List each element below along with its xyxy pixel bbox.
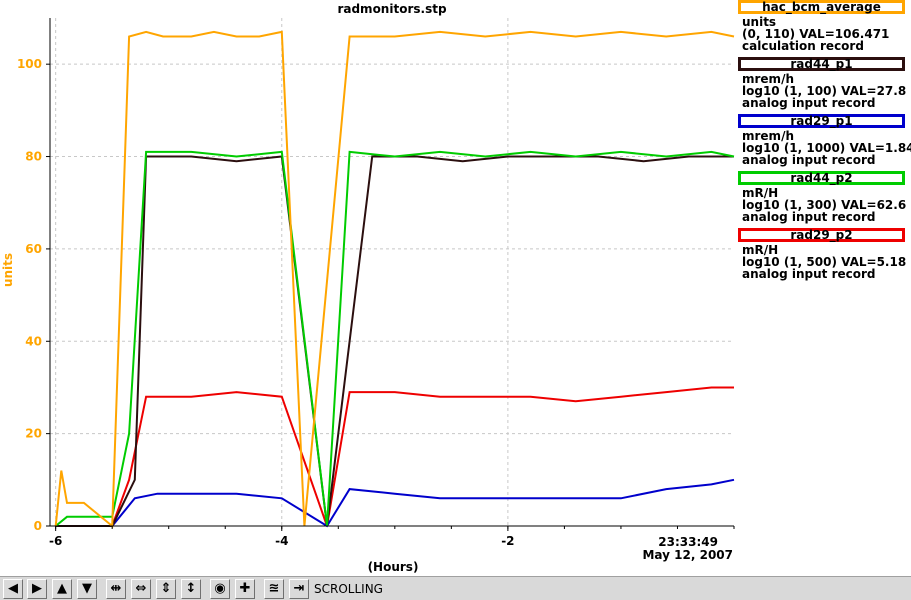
y-tick-label: 40 <box>25 334 42 348</box>
compress-horizontal-icon: ⇔ <box>135 581 147 596</box>
scroll-left-icon: ◀ <box>8 581 18 596</box>
legend-units: units <box>742 15 777 29</box>
legend-title-box[interactable]: rad29_p1 <box>738 114 905 128</box>
end-time-label: 23:33:49 <box>658 535 718 549</box>
scroll-down-icon: ▼ <box>82 581 92 596</box>
scroll-left-button[interactable]: ◀ <box>3 579 23 599</box>
toolbar: ◀ ▶ ▲ ▼ ⇹ ⇔ ⇕ ↕ ◉ ✚ ≊ ⇥ SCROLLING <box>0 576 911 600</box>
chart-title: radmonitors.stp <box>337 2 446 16</box>
legend: hac_bcm_average units (0, 110) VAL=106.4… <box>736 0 911 285</box>
scroll-right-button[interactable]: ▶ <box>27 579 47 599</box>
grid-lines <box>50 18 734 526</box>
legend-record-type: analog input record <box>742 267 876 281</box>
jump-to-now-icon: ⇥ <box>293 581 305 596</box>
legend-units: mrem/h <box>742 129 794 143</box>
series-line-rad29-p1 <box>55 478 735 528</box>
series-line-rad44-p1 <box>55 155 734 527</box>
legend-item-rad29-p1[interactable]: rad29_p1 mrem/h log10 (1, 1000) VAL=1.84… <box>736 114 911 171</box>
expand-vertical-icon: ⇕ <box>160 581 172 596</box>
y-tick-label: 0 <box>34 519 42 533</box>
legend-item-rad44-p1[interactable]: rad44_p1 mrem/h log10 (1, 100) VAL=27.8 … <box>736 57 911 114</box>
legend-record-type: calculation record <box>742 39 864 53</box>
series-line-rad44-p2 <box>55 150 735 527</box>
scroll-up-icon: ▲ <box>57 581 67 596</box>
legend-units: mR/H <box>742 243 779 257</box>
legend-item-rad29-p2[interactable]: rad29_p2 mR/H log10 (1, 500) VAL=5.18 an… <box>736 228 911 285</box>
x-tick-label: -2 <box>501 534 514 548</box>
chart-plot: radmonitors.stp 0 20 40 60 80 100 -6 -4 -2 units… <box>1 2 735 574</box>
jump-to-now-button[interactable]: ⇥ <box>289 579 309 599</box>
zoom-in-button[interactable]: ✚ <box>235 579 255 599</box>
legend-range: (0, 110) VAL=106.471 <box>742 27 890 41</box>
legend-range: log10 (1, 300) VAL=62.6 <box>742 198 907 212</box>
series-lines <box>54 30 735 529</box>
legend-title-box[interactable]: rad44_p1 <box>738 57 905 71</box>
legend-record-type: analog input record <box>742 153 876 167</box>
mode-label: SCROLLING <box>314 582 383 596</box>
legend-item-hac-bcm-average[interactable]: hac_bcm_average units (0, 110) VAL=106.4… <box>736 0 911 57</box>
scroll-down-button[interactable]: ▼ <box>77 579 97 599</box>
legend-units: mR/H <box>742 186 779 200</box>
expand-vertical-button[interactable]: ⇕ <box>156 579 176 599</box>
expand-horizontal-button[interactable]: ⇹ <box>106 579 126 599</box>
series-line-hac-bcm-average <box>54 30 735 529</box>
scroll-right-icon: ▶ <box>32 581 42 596</box>
axes: 0 20 40 60 80 100 -6 -4 -2 <box>17 18 735 548</box>
legend-item-rad44-p2[interactable]: rad44_p2 mR/H log10 (1, 300) VAL=62.6 an… <box>736 171 911 228</box>
compress-vertical-button[interactable]: ↕ <box>181 579 201 599</box>
legend-units: mrem/h <box>742 72 794 86</box>
legend-title-box[interactable]: rad29_p2 <box>738 228 905 242</box>
compress-horizontal-button[interactable]: ⇔ <box>131 579 151 599</box>
legend-range: log10 (1, 100) VAL=27.8 <box>742 84 907 98</box>
compress-vertical-icon: ↕ <box>185 581 197 596</box>
autoscale-icon: ≊ <box>268 581 280 596</box>
legend-record-type: analog input record <box>742 96 876 110</box>
y-axis-label: units <box>1 253 15 287</box>
x-axis-label: (Hours) <box>368 560 419 574</box>
center-button[interactable]: ◉ <box>210 579 230 599</box>
expand-horizontal-icon: ⇹ <box>110 581 122 596</box>
y-tick-label: 100 <box>17 57 42 71</box>
x-tick-label: -4 <box>275 534 288 548</box>
legend-range: log10 (1, 1000) VAL=1.84 <box>742 141 911 155</box>
legend-title-box[interactable]: hac_bcm_average <box>738 0 905 14</box>
legend-record-type: analog input record <box>742 210 876 224</box>
x-tick-label: -6 <box>49 534 62 548</box>
legend-title-box[interactable]: rad44_p2 <box>738 171 905 185</box>
y-tick-label: 20 <box>25 427 42 441</box>
autoscale-button[interactable]: ≊ <box>264 579 284 599</box>
y-tick-label: 60 <box>25 242 42 256</box>
center-icon: ◉ <box>214 581 226 596</box>
series-line-rad29-p2 <box>55 386 734 527</box>
y-tick-label: 80 <box>25 150 42 164</box>
end-date-label: May 12, 2007 <box>642 548 733 562</box>
scroll-up-button[interactable]: ▲ <box>52 579 72 599</box>
legend-range: log10 (1, 500) VAL=5.18 <box>742 255 907 269</box>
zoom-in-icon: ✚ <box>239 581 251 596</box>
